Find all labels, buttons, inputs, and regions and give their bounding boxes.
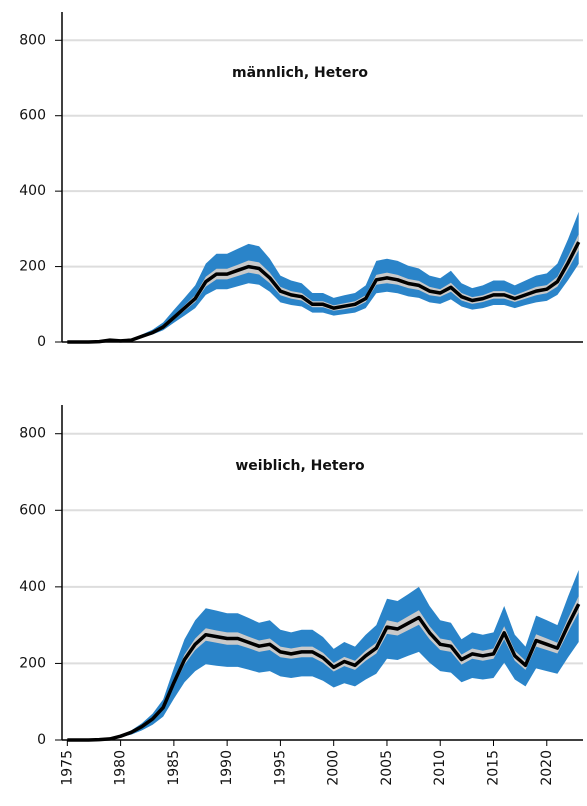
x-tick-label: 2020 — [539, 750, 555, 786]
y-tick-label: 600 — [19, 108, 46, 124]
y-tick-label: 200 — [19, 259, 46, 275]
y-tick-label: 600 — [19, 502, 46, 518]
y-tick-label: 400 — [19, 183, 46, 199]
y-tick-label: 800 — [19, 426, 46, 442]
panel-title: weiblich, Hetero — [235, 458, 365, 474]
x-tick-label: 2000 — [326, 750, 342, 786]
band — [67, 211, 579, 342]
x-tick-label: 1990 — [219, 750, 235, 786]
median-line — [67, 241, 581, 344]
y-tick-label: 400 — [19, 579, 46, 595]
x-tick-label: 2010 — [432, 750, 448, 786]
y-tick-label: 0 — [37, 732, 46, 748]
x-tick-label: 1975 — [59, 750, 75, 786]
y-tick-label: 800 — [19, 32, 46, 48]
x-tick-label: 1980 — [113, 750, 129, 786]
median-line — [67, 603, 581, 742]
y-tick-label: 200 — [19, 655, 46, 671]
y-tick-label: 0 — [37, 334, 46, 350]
x-tick-label: 2015 — [486, 750, 502, 786]
x-tick-label: 1995 — [272, 750, 288, 786]
x-tick-label: 2005 — [379, 750, 395, 786]
panel-title: männlich, Hetero — [232, 65, 368, 81]
x-tick-label: 1985 — [166, 750, 182, 786]
